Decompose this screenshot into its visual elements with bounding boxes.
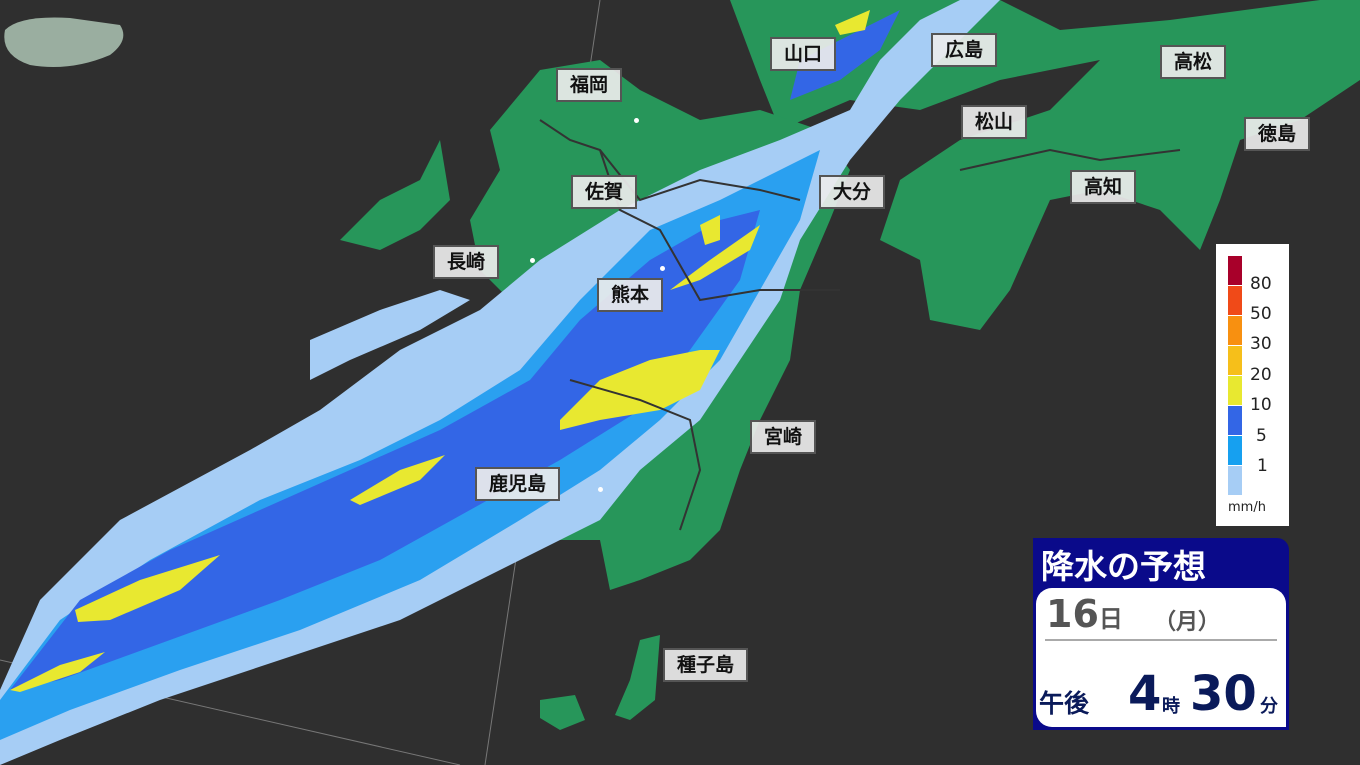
- divider: [1045, 639, 1277, 641]
- city-marker: [634, 118, 639, 123]
- city-label-yamaguchi: 山口: [770, 37, 837, 71]
- forecast-minute: 30: [1190, 666, 1257, 722]
- legend-label: 10: [1250, 395, 1272, 415]
- hour-unit: 時: [1162, 696, 1180, 717]
- city-label-kagoshima: 鹿児島: [475, 467, 561, 501]
- legend-swatch-10: [1228, 376, 1242, 405]
- forecast-hour: 4: [1128, 666, 1162, 722]
- city-label-kochi: 高知: [1070, 170, 1137, 204]
- city-label-matsuyama: 松山: [961, 105, 1028, 139]
- legend-swatch-0: [1228, 466, 1242, 495]
- city-marker: [660, 266, 665, 271]
- day-unit: 日: [1098, 605, 1123, 633]
- forecast-time-panel: 降水の予想 16日 （月） 午後 4 時 30 分: [1033, 538, 1289, 730]
- legend-label: 5: [1256, 426, 1267, 446]
- city-label-saga: 佐賀: [571, 175, 638, 209]
- legend-label: 1: [1257, 456, 1268, 476]
- legend-label: 20: [1250, 365, 1272, 385]
- day-number: 16: [1046, 592, 1099, 636]
- city-label-tokushima: 徳島: [1244, 117, 1311, 151]
- precipitation-legend: 80 50 30 20 10 5 1 mm/h: [1216, 244, 1289, 526]
- city-label-fukuoka: 福岡: [556, 68, 623, 102]
- rain-area: [0, 0, 1000, 765]
- legend-swatch-80: [1228, 256, 1242, 285]
- minute-unit: 分: [1260, 696, 1278, 717]
- am-pm: 午後: [1039, 689, 1090, 718]
- city-label-takamatsu: 高松: [1160, 45, 1227, 79]
- weekday: （月）: [1154, 610, 1221, 635]
- city-label-oita: 大分: [819, 175, 886, 209]
- island-jeju: [4, 17, 124, 68]
- legend-swatch-20: [1228, 346, 1242, 375]
- legend-swatch-50: [1228, 286, 1242, 315]
- legend-label: 80: [1250, 274, 1272, 294]
- city-marker: [598, 487, 603, 492]
- panel-title: 降水の予想: [1041, 547, 1206, 586]
- legend-swatch-30: [1228, 316, 1242, 345]
- city-label-kumamoto: 熊本: [597, 278, 664, 312]
- city-label-hiroshima: 広島: [931, 33, 998, 67]
- time-box: 16日 （月） 午後 4 時 30 分: [1036, 588, 1286, 727]
- legend-swatch-5: [1228, 406, 1242, 435]
- city-marker: [530, 258, 535, 263]
- legend-unit: mm/h: [1228, 500, 1266, 515]
- legend-swatch-1: [1228, 436, 1242, 465]
- legend-label: 30: [1250, 334, 1272, 354]
- city-label-miyazaki: 宮崎: [750, 420, 817, 454]
- city-label-nagasaki: 長崎: [433, 245, 500, 279]
- city-label-tanegashima: 種子島: [663, 648, 749, 682]
- forecast-day: 16日: [1046, 592, 1123, 636]
- legend-label: 50: [1250, 304, 1272, 324]
